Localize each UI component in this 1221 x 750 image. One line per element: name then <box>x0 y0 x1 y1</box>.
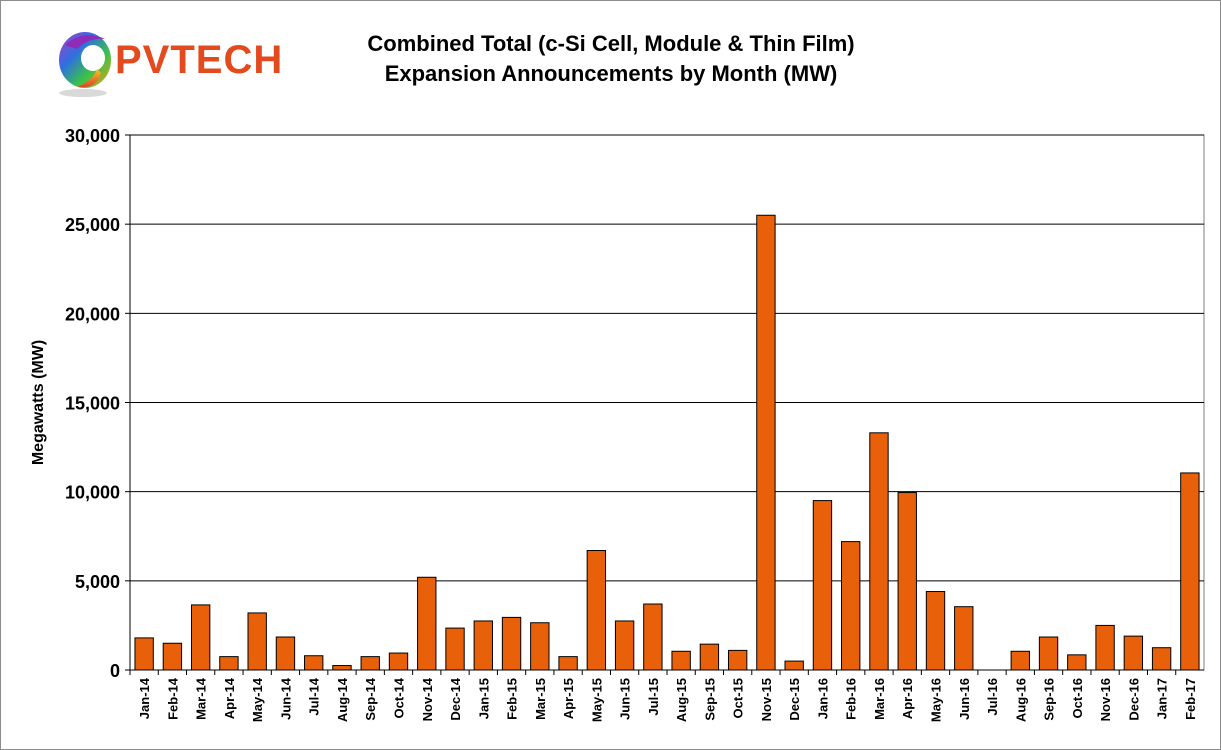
x-tick-label: Feb-16 <box>844 678 859 720</box>
y-tick-label: 30,000 <box>65 126 120 146</box>
bar <box>841 541 861 671</box>
bar <box>162 642 183 671</box>
x-tick-label: Dec-15 <box>787 678 802 721</box>
bar <box>897 492 917 671</box>
bar <box>304 655 324 671</box>
bar <box>360 656 380 671</box>
x-tick-label: May-15 <box>589 678 604 722</box>
x-tick-label: Nov-14 <box>420 677 435 721</box>
bar <box>247 612 267 671</box>
x-tick-label: May-16 <box>929 678 944 722</box>
bar <box>388 652 409 671</box>
x-tick-label: Apr-14 <box>222 677 237 719</box>
y-tick-label: 10,000 <box>65 483 120 503</box>
bar <box>1067 654 1087 671</box>
x-tick-label: Mar-16 <box>872 678 887 720</box>
x-tick-label: Jan-14 <box>137 677 152 719</box>
bar <box>756 214 776 671</box>
y-tick-label: 20,000 <box>65 304 120 324</box>
x-tick-label: May-14 <box>250 677 265 722</box>
x-tick-label: Aug-16 <box>1013 678 1028 722</box>
y-tick-label: 25,000 <box>65 215 120 235</box>
x-tick-label: Nov-16 <box>1098 678 1113 721</box>
bar <box>1095 624 1115 671</box>
bar <box>501 616 522 671</box>
x-tick-label: Jun-14 <box>278 677 293 720</box>
x-tick-label: Jun-15 <box>618 678 633 720</box>
bar <box>643 603 663 671</box>
y-tick-label: 0 <box>110 661 120 681</box>
bar <box>812 500 833 671</box>
x-tick-label: Sep-15 <box>702 678 717 721</box>
x-tick-label: Sep-14 <box>363 677 378 720</box>
x-tick-label: Jan-17 <box>1155 678 1170 719</box>
pvtech-logo: PVTECH <box>53 23 323 103</box>
x-tick-label: Dec-16 <box>1126 678 1141 721</box>
bar <box>869 432 889 671</box>
chart-title: Combined Total (c-Si Cell, Module & Thin… <box>367 31 855 56</box>
x-tick-label: Oct-16 <box>1070 678 1085 718</box>
x-tick-label: Jul-15 <box>646 678 661 716</box>
bar <box>417 576 437 671</box>
chart-subtitle: Expansion Announcements by Month (MW) <box>384 61 838 86</box>
x-tick-label: Dec-14 <box>448 677 463 720</box>
x-tick-label: Feb-17 <box>1183 678 1198 720</box>
x-tick-label: Oct-15 <box>731 678 746 718</box>
x-tick-label: Jul-14 <box>307 677 322 715</box>
bar <box>954 606 974 671</box>
bar <box>134 637 154 671</box>
bar <box>558 656 578 671</box>
x-tick-label: Feb-15 <box>505 678 520 720</box>
x-tick-label: Aug-14 <box>335 677 350 722</box>
bar <box>727 649 748 671</box>
bar <box>1151 647 1172 671</box>
logo-text: PVTECH <box>115 38 283 82</box>
bar <box>1010 650 1030 671</box>
bar <box>925 591 946 671</box>
bar <box>699 643 720 671</box>
bar <box>332 665 352 671</box>
bar <box>530 622 550 671</box>
bar <box>275 636 296 671</box>
bar <box>445 627 465 671</box>
logo-swirl-icon <box>59 32 111 97</box>
y-tick-label: 5,000 <box>75 572 120 592</box>
x-tick-label: Aug-15 <box>674 678 689 722</box>
bar <box>1038 636 1059 671</box>
bar <box>671 650 691 671</box>
x-tick-label: Jun-16 <box>957 678 972 720</box>
x-tick-label: Oct-14 <box>392 677 407 718</box>
x-tick-label: Jan-15 <box>476 678 491 719</box>
x-tick-label: Mar-15 <box>533 678 548 720</box>
x-tick-label: Feb-14 <box>165 677 180 720</box>
bar <box>784 660 804 671</box>
bar <box>219 656 239 671</box>
y-axis-label: Megawatts (MW) <box>30 340 47 465</box>
x-tick-label: Jul-16 <box>985 678 1000 716</box>
x-tick-label: Apr-15 <box>561 678 576 719</box>
y-tick-label: 15,000 <box>65 394 120 414</box>
bar <box>586 550 607 671</box>
x-tick-label: Nov-15 <box>759 678 774 721</box>
x-tick-label: Apr-16 <box>900 678 915 719</box>
x-tick-label: Jan-16 <box>815 678 830 719</box>
bar <box>473 620 493 671</box>
bar <box>190 604 211 671</box>
x-tick-label: Sep-16 <box>1042 678 1057 721</box>
bar <box>614 620 635 671</box>
x-tick-label: Mar-14 <box>194 677 209 720</box>
bar <box>1180 472 1200 671</box>
bar <box>1123 635 1144 671</box>
